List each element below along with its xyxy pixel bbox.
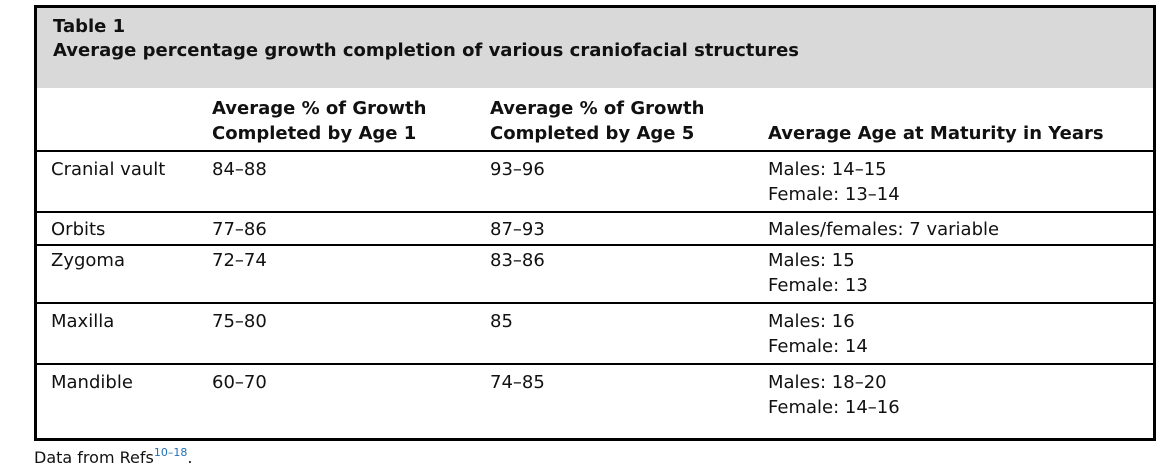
source-end: . (187, 448, 193, 467)
cell-age5: 87–93 (490, 212, 768, 246)
header-age5: Average % of Growth Completed by Age 5 (490, 88, 768, 152)
maturity-line1: Males: 18–20 (768, 372, 887, 393)
header-age1-line2: Completed by Age 1 (212, 123, 417, 144)
data-table-container: Table 1 Average percentage growth comple… (34, 5, 1156, 441)
header-age1: Average % of Growth Completed by Age 1 (212, 88, 490, 152)
table-source-note: Data from Refs10–18. (34, 446, 192, 467)
maturity-line2: Female: 13–14 (768, 184, 900, 205)
table-row: Mandible 60–70 74–85 Males: 18–20 Female… (37, 364, 1153, 424)
maturity-line2: Female: 14–16 (768, 397, 900, 418)
cell-maturity: Males: 14–15 Female: 13–14 (768, 151, 1153, 213)
cell-structure: Mandible (51, 372, 133, 393)
table-label: Table 1 (53, 16, 126, 37)
maturity-line2: Female: 14 (768, 336, 868, 357)
maturity-line2: Female: 13 (768, 275, 868, 296)
cell-age5: 85 (490, 303, 768, 365)
cell-maturity: Males: 16 Female: 14 (768, 303, 1153, 365)
maturity-line1: Males: 14–15 (768, 159, 887, 180)
source-refs-link[interactable]: 10–18 (153, 446, 188, 459)
table-row: Zygoma 72–74 83–86 Males: 15 Female: 13 (37, 245, 1153, 304)
cell-age5: 83–86 (490, 245, 768, 304)
cell-structure: Zygoma (37, 245, 212, 304)
table-caption: Table 1 Average percentage growth comple… (37, 8, 1153, 88)
header-row: Average % of Growth Completed by Age 1 A… (37, 88, 1153, 152)
source-text: Data from Refs (34, 448, 154, 467)
cell-maturity: Males/females: 7 variable (768, 212, 1153, 246)
cell-age5: 93–96 (490, 151, 768, 213)
table-title: Average percentage growth completion of … (53, 40, 799, 61)
table-row: Maxilla 75–80 85 Males: 16 Female: 14 (37, 303, 1153, 365)
cell-age1: 60–70 (212, 372, 267, 393)
cell-age1: 84–88 (212, 151, 490, 213)
maturity-line1: Males/females: 7 variable (768, 219, 1000, 240)
cell-age1: 75–80 (212, 303, 490, 365)
cell-structure: Orbits (37, 212, 212, 246)
maturity-line1: Males: 15 (768, 250, 855, 271)
maturity-line1: Males: 16 (768, 311, 855, 332)
table-row: Orbits 77–86 87–93 Males/females: 7 vari… (37, 212, 1153, 246)
cell-age1: 72–74 (212, 245, 490, 304)
cell-maturity: Males: 18–20 Female: 14–16 (768, 364, 1153, 424)
header-structure (37, 88, 212, 152)
header-age5-line1: Average % of Growth (490, 98, 705, 119)
growth-table: Average % of Growth Completed by Age 1 A… (37, 88, 1153, 424)
cell-age5: 74–85 (490, 372, 545, 393)
header-maturity: Average Age at Maturity in Years (768, 88, 1153, 152)
table-row: Cranial vault 84–88 93–96 Males: 14–15 F… (37, 151, 1153, 213)
cell-structure: Cranial vault (37, 151, 212, 213)
header-age5-line2: Completed by Age 5 (490, 123, 695, 144)
cell-maturity: Males: 15 Female: 13 (768, 245, 1153, 304)
cell-structure: Maxilla (37, 303, 212, 365)
cell-age1: 77–86 (212, 212, 490, 246)
header-age1-line1: Average % of Growth (212, 98, 427, 119)
